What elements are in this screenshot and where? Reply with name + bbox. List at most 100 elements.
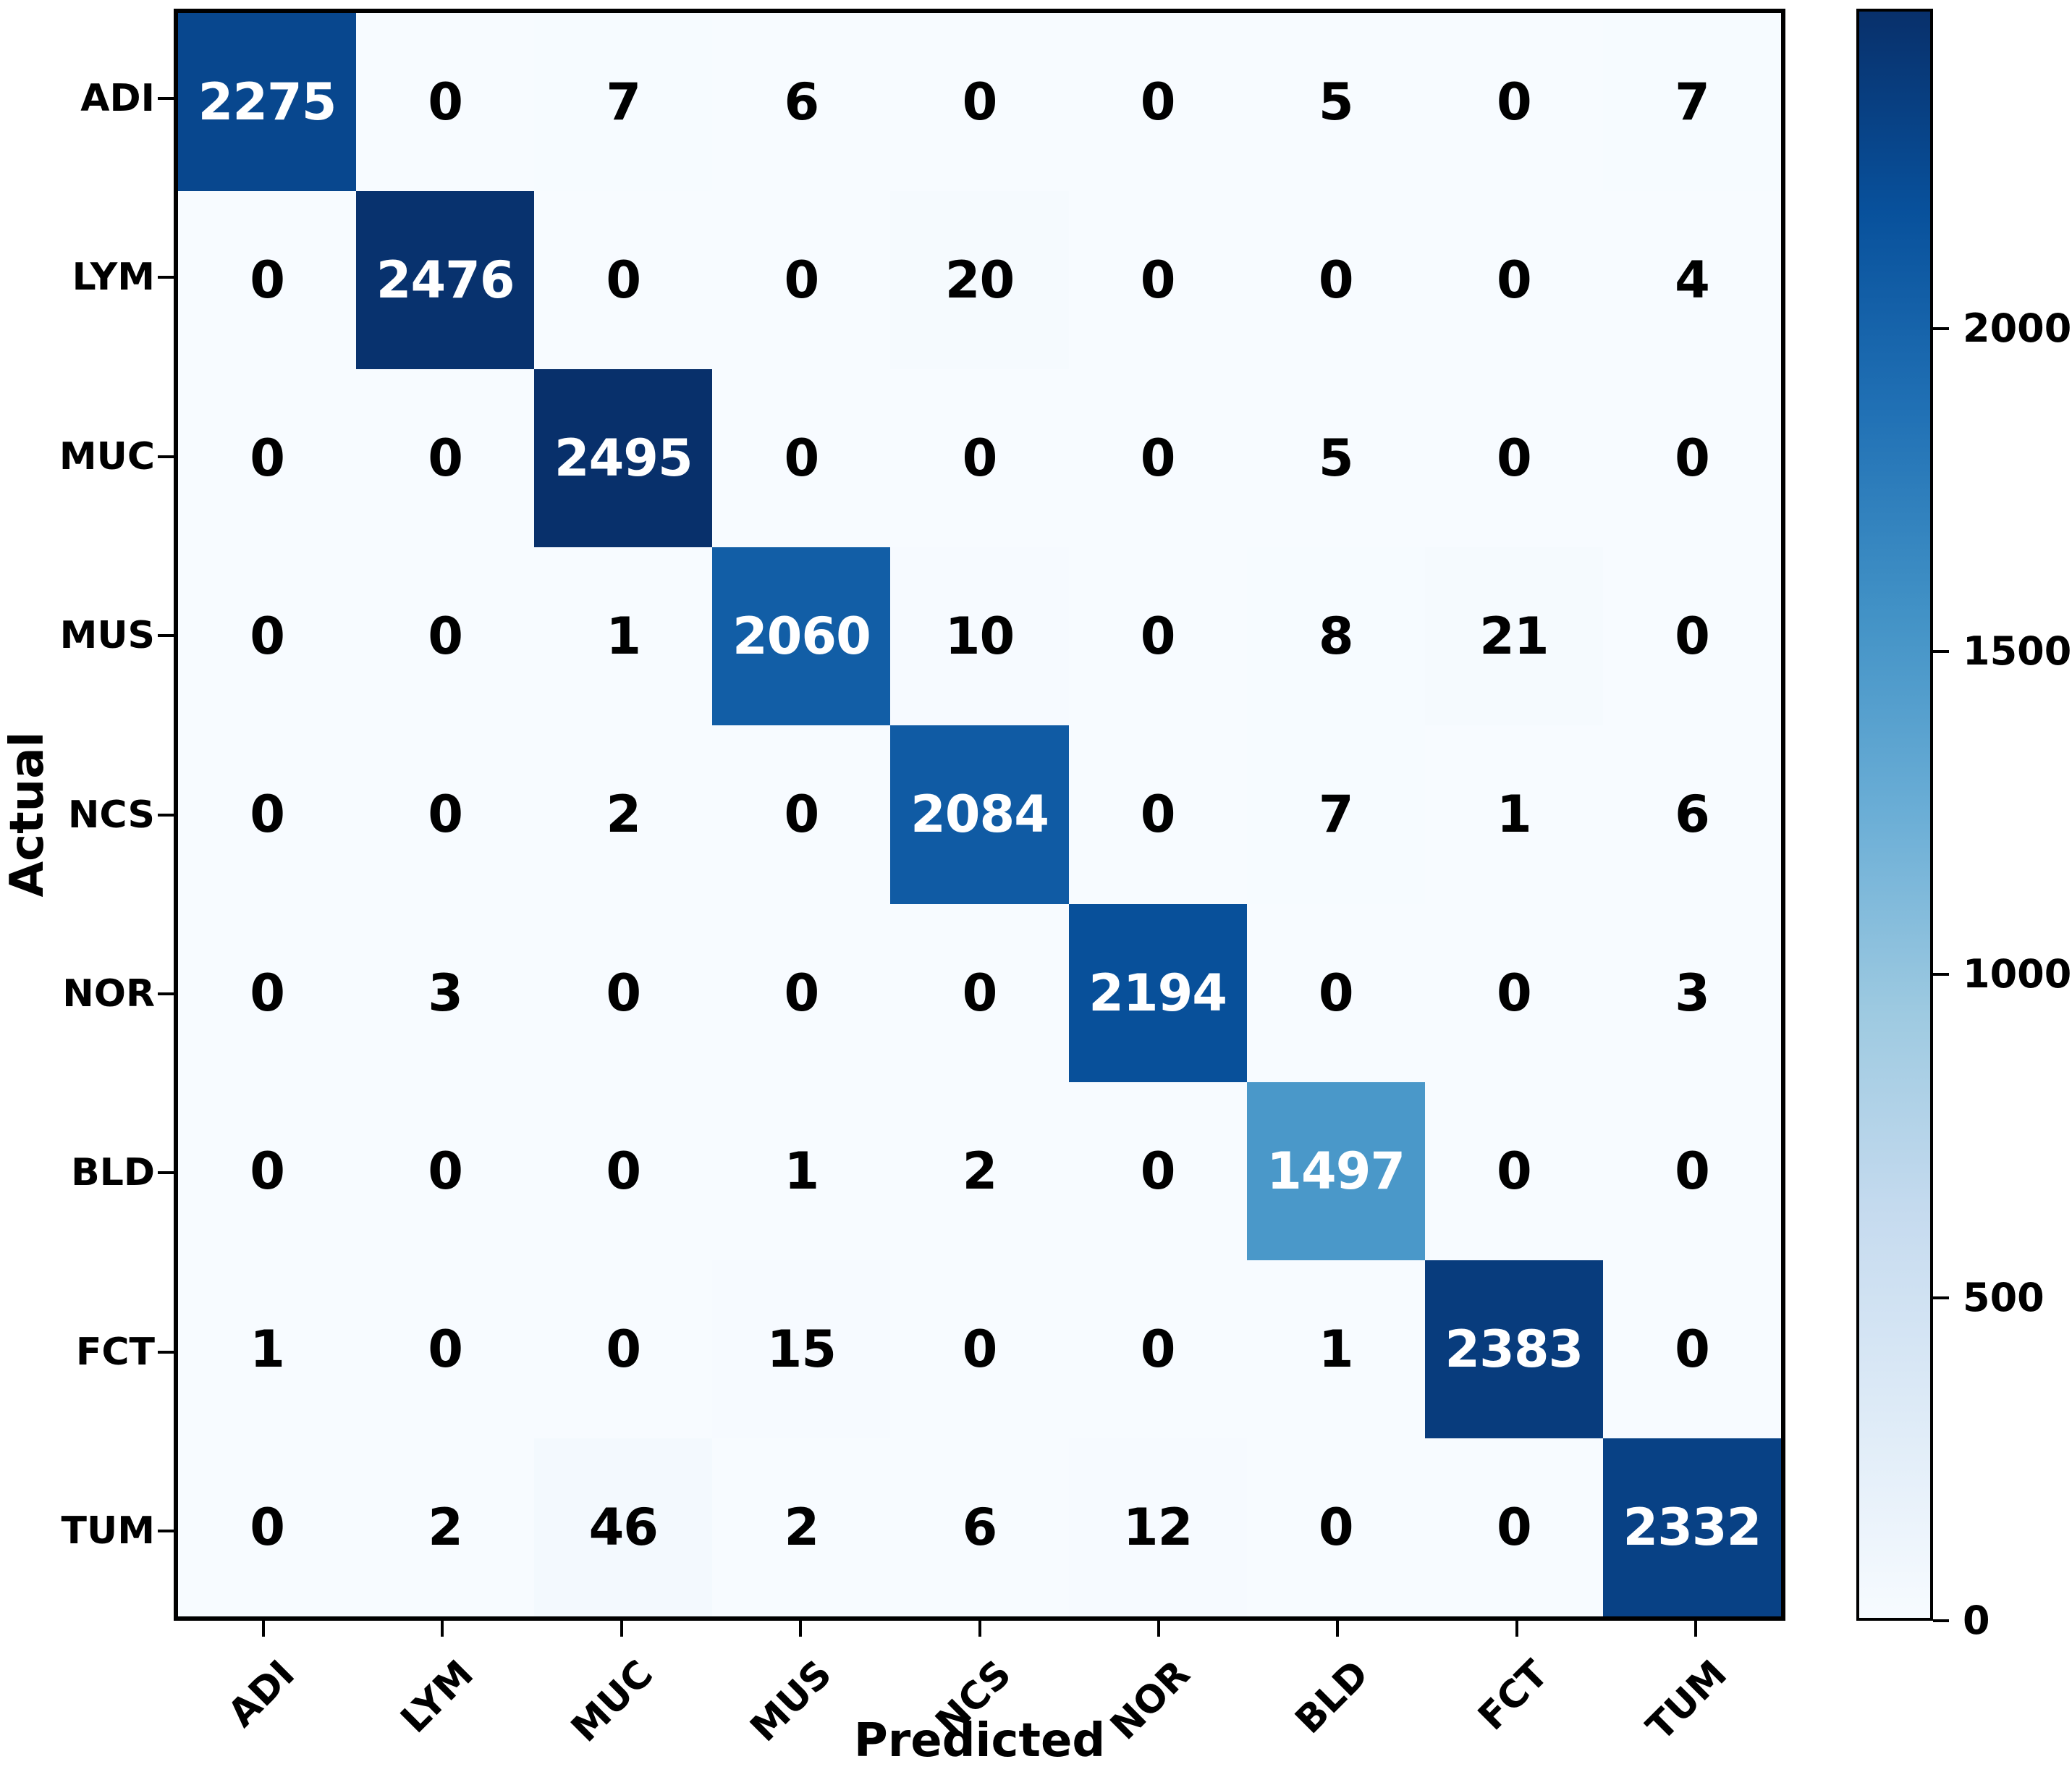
y-tick-mark — [158, 96, 174, 100]
matrix-cell-FCT-NOR: 0 — [1068, 1260, 1247, 1438]
colorbar-tick-label-2000: 2000 — [1963, 305, 2072, 351]
y-tick-mark — [158, 1530, 174, 1533]
cell-value: 1497 — [1267, 1141, 1405, 1201]
x-tick-mark — [799, 1621, 803, 1637]
matrix-cell-TUM-MUS: 2 — [712, 1438, 891, 1616]
matrix-cell-NCS-NCS: 2084 — [890, 725, 1069, 904]
y-tick-label-BLD: BLD — [71, 1151, 155, 1195]
matrix-cell-NOR-LYM: 3 — [356, 903, 535, 1082]
cell-value: 21 — [1479, 607, 1549, 667]
matrix-cell-MUS-NOR: 0 — [1068, 547, 1247, 726]
x-tick-mark — [978, 1621, 981, 1637]
cell-value: 2495 — [554, 429, 693, 489]
colorbar-tick-mark — [1933, 650, 1949, 654]
x-tick-mark — [620, 1621, 623, 1637]
cell-value: 0 — [784, 250, 820, 311]
x-tick-mark — [1336, 1621, 1340, 1637]
cell-value: 0 — [1496, 429, 1532, 489]
matrix-cell-ADI-NCS: 0 — [890, 13, 1069, 192]
matrix-cell-LYM-TUM: 4 — [1602, 191, 1781, 370]
cell-value: 46 — [588, 1497, 659, 1557]
cell-value: 0 — [962, 1319, 998, 1379]
cell-value: 0 — [428, 72, 463, 132]
cell-value: 8 — [1318, 607, 1354, 667]
cell-value: 0 — [428, 607, 463, 667]
cell-value: 0 — [1675, 1319, 1710, 1379]
matrix-cell-LYM-NOR: 0 — [1068, 191, 1247, 370]
cell-value: 0 — [1140, 607, 1176, 667]
cell-value: 0 — [1496, 963, 1532, 1023]
y-tick-label-TUM: TUM — [61, 1509, 155, 1553]
cell-value: 5 — [1318, 72, 1354, 132]
matrix-cell-TUM-TUM: 2332 — [1602, 1438, 1781, 1616]
matrix-cell-NOR-MUS: 0 — [712, 903, 891, 1082]
y-tick-label-ADI: ADI — [80, 76, 155, 120]
y-tick-mark — [158, 1350, 174, 1354]
cell-value: 0 — [606, 250, 641, 311]
cell-value: 6 — [1675, 785, 1710, 845]
cell-value: 2 — [962, 1141, 998, 1201]
cell-value: 0 — [1140, 429, 1176, 489]
cell-value: 2194 — [1088, 963, 1227, 1023]
matrix-cell-BLD-BLD: 1497 — [1246, 1081, 1425, 1260]
cell-value: 0 — [250, 429, 285, 489]
cell-value: 2332 — [1623, 1497, 1762, 1557]
matrix-cell-NCS-LYM: 0 — [356, 725, 535, 904]
cell-value: 0 — [428, 1141, 463, 1201]
cell-value: 0 — [1318, 963, 1354, 1023]
colorbar — [1856, 9, 1933, 1621]
cell-value: 0 — [250, 250, 285, 311]
matrix-cell-LYM-NCS: 20 — [890, 191, 1069, 370]
matrix-cell-MUS-MUC: 1 — [534, 547, 713, 726]
y-tick-mark — [158, 455, 174, 458]
y-tick-mark — [158, 813, 174, 817]
matrix-cell-BLD-MUC: 0 — [534, 1081, 713, 1260]
y-tick-label-FCT: FCT — [75, 1330, 155, 1374]
y-tick-label-NCS: NCS — [67, 793, 155, 837]
matrix-cell-BLD-FCT: 0 — [1424, 1081, 1603, 1260]
cell-value: 1 — [1318, 1319, 1354, 1379]
matrix-cell-NOR-ADI: 0 — [178, 903, 357, 1082]
x-tick-mark — [1694, 1621, 1698, 1637]
cell-value: 0 — [1496, 72, 1532, 132]
cell-value: 15 — [766, 1319, 837, 1379]
cell-value: 0 — [250, 963, 285, 1023]
cell-value: 20 — [944, 250, 1015, 311]
y-tick-mark — [158, 992, 174, 995]
matrix-cell-MUC-MUS: 0 — [712, 369, 891, 548]
cell-value: 0 — [1496, 1141, 1532, 1201]
cell-value: 6 — [784, 72, 820, 132]
y-axis-title: Actual — [1, 731, 54, 898]
colorbar-tick-mark — [1933, 1296, 1949, 1299]
colorbar-tick-label-0: 0 — [1963, 1598, 1990, 1643]
y-tick-label-MUC: MUC — [59, 434, 155, 478]
matrix-cell-FCT-MUC: 0 — [534, 1260, 713, 1438]
cell-value: 0 — [784, 785, 820, 845]
matrix-cell-MUC-TUM: 0 — [1602, 369, 1781, 548]
cell-value: 7 — [606, 72, 641, 132]
matrix-cell-TUM-MUC: 46 — [534, 1438, 713, 1616]
colorbar-tick-label-1000: 1000 — [1963, 951, 2072, 997]
colorbar-tick-mark — [1933, 1619, 1949, 1622]
matrix-cell-FCT-BLD: 1 — [1246, 1260, 1425, 1438]
cell-value: 0 — [784, 963, 820, 1023]
matrix-cell-NCS-BLD: 7 — [1246, 725, 1425, 904]
matrix-cell-LYM-MUC: 0 — [534, 191, 713, 370]
matrix-cell-ADI-ADI: 2275 — [178, 13, 357, 192]
cell-value: 0 — [428, 1319, 463, 1379]
matrix-cell-ADI-NOR: 0 — [1068, 13, 1247, 192]
y-tick-mark — [158, 634, 174, 638]
heatmap-plot: 2275 0 7 6 0 0 5 0 7 0 2476 0 0 20 0 0 0 4 0 0 2495 0 0 0 5 0 0 0 0 1… — [174, 9, 1785, 1621]
matrix-cell-ADI-MUC: 7 — [534, 13, 713, 192]
matrix-cell-FCT-TUM: 0 — [1602, 1260, 1781, 1438]
matrix-cell-BLD-ADI: 0 — [178, 1081, 357, 1260]
colorbar-tick-mark — [1933, 326, 1949, 330]
matrix-cell-TUM-LYM: 2 — [356, 1438, 535, 1616]
cell-value: 0 — [962, 72, 998, 132]
matrix-cell-NCS-MUS: 0 — [712, 725, 891, 904]
matrix-cell-MUC-MUC: 2495 — [534, 369, 713, 548]
matrix-cell-NCS-FCT: 1 — [1424, 725, 1603, 904]
y-tick-label-MUS: MUS — [59, 614, 155, 658]
cell-value: 0 — [250, 1141, 285, 1201]
